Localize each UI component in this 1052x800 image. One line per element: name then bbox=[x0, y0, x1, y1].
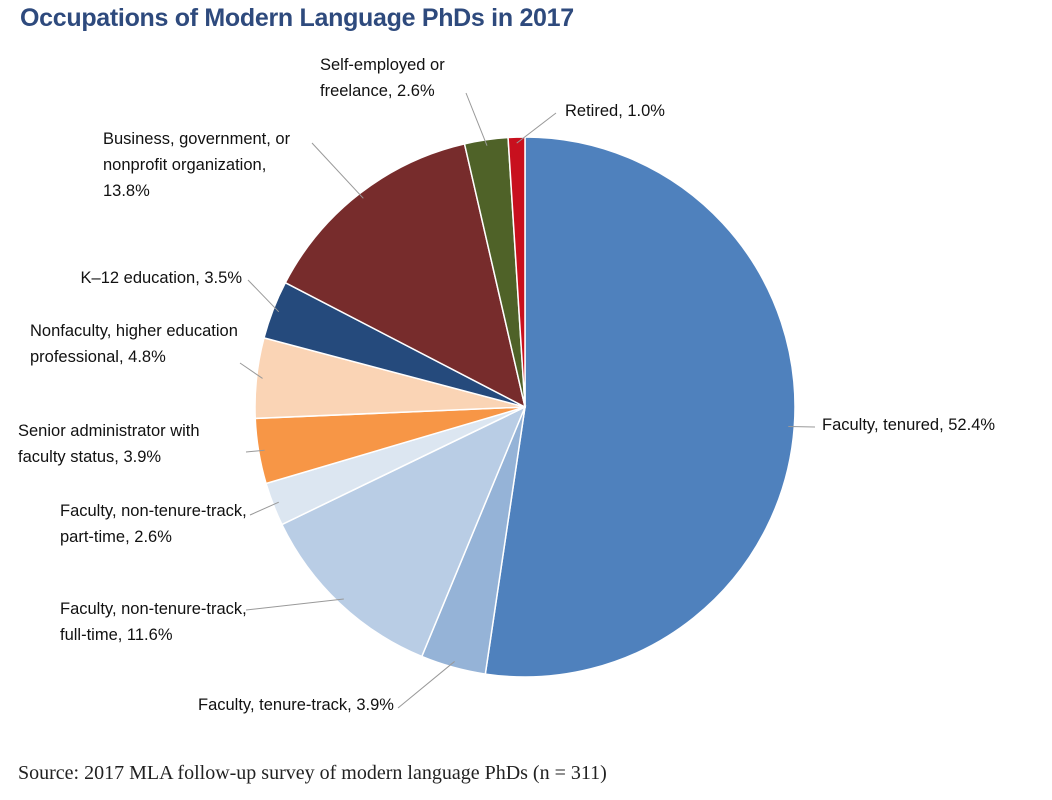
chart-title: Occupations of Modern Language PhDs in 2… bbox=[20, 4, 574, 32]
slice-label: Self-employed or freelance, 2.6% bbox=[320, 56, 445, 100]
slice-label: Nonfaculty, higher education professiona… bbox=[30, 322, 238, 366]
slice-label: Retired, 1.0% bbox=[565, 102, 665, 120]
leader-line bbox=[247, 279, 280, 313]
leader-line bbox=[465, 92, 488, 146]
leader-line bbox=[245, 449, 265, 453]
slice-label: Faculty, non-tenure-track, part-time, 2.… bbox=[60, 502, 247, 546]
leader-line bbox=[516, 112, 557, 144]
pie-slice bbox=[280, 405, 527, 658]
leader-line bbox=[249, 501, 279, 516]
leader-line bbox=[239, 362, 263, 379]
slice-label: Faculty, tenured, 52.4% bbox=[822, 416, 996, 434]
slice-label: Faculty, tenure-track, 3.9% bbox=[198, 696, 394, 714]
pie-slice bbox=[484, 136, 796, 678]
leader-line bbox=[311, 142, 364, 199]
leader-line bbox=[397, 661, 455, 709]
slice-label: K–12 education, 3.5% bbox=[80, 269, 242, 287]
source-note: Source: 2017 MLA follow-up survey of mod… bbox=[18, 762, 607, 784]
slice-label: Business, government, or nonprofit organ… bbox=[103, 130, 291, 200]
pie-slice bbox=[284, 142, 527, 409]
slice-label: Senior administrator with faculty status… bbox=[18, 422, 200, 466]
leader-line bbox=[788, 425, 816, 428]
leader-line bbox=[245, 598, 344, 611]
slice-label: Faculty, non-tenure-track, full-time, 11… bbox=[60, 600, 247, 644]
